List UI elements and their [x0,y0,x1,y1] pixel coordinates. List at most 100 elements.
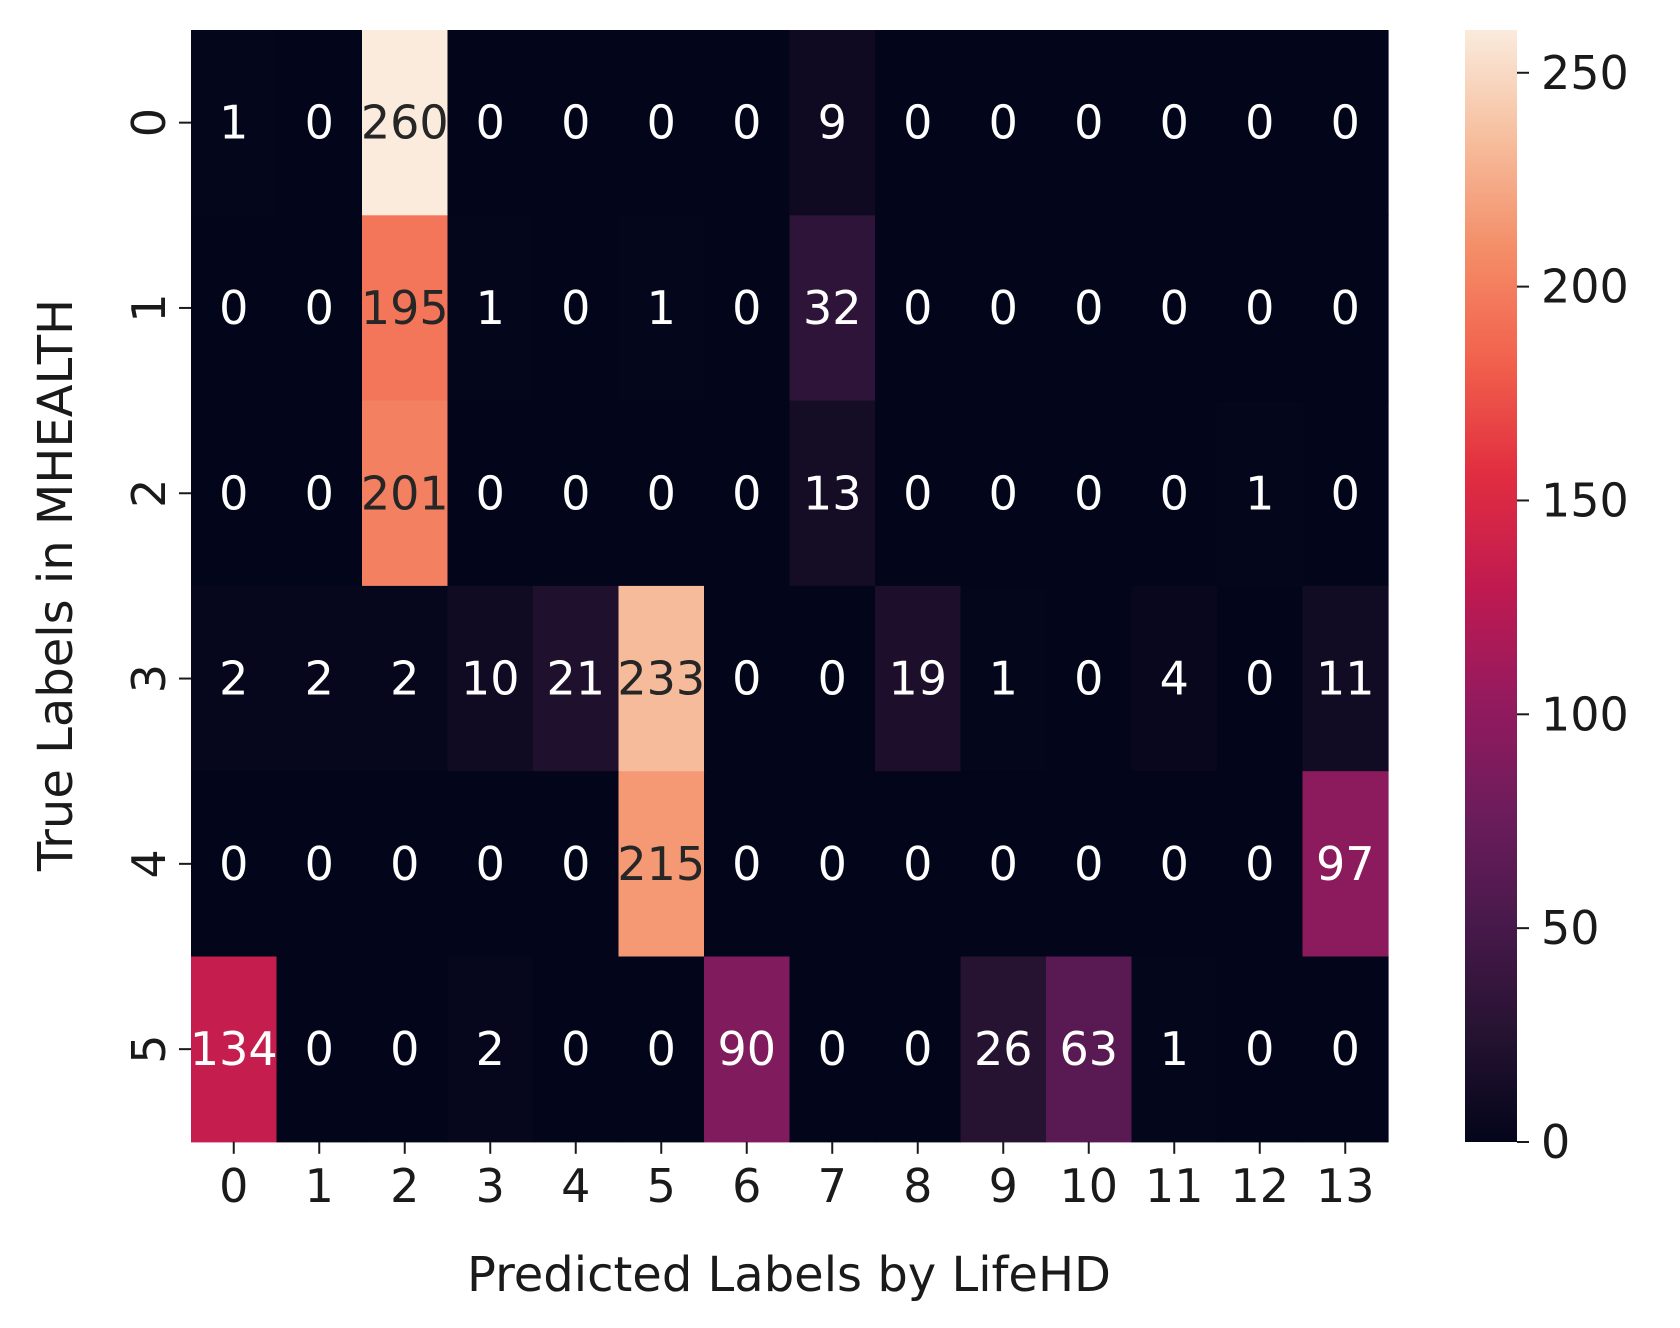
cell-value-r3-c11: 4 [1160,652,1189,706]
heatmap-cell-r4-c12 [1217,771,1304,958]
heatmap-cell-r2-c1 [276,400,363,587]
cell-value-r4-c3: 0 [476,837,505,891]
x-tick-label-7: 7 [818,1159,847,1213]
heatmap-cell-r4-c13 [1302,771,1389,958]
heatmap-cell-r4-c7 [789,771,876,958]
heatmap-cell-r4-c2 [362,771,449,958]
heatmap-cell-labels: 1 0 260 0 0 0 0 9 0 0 0 0 0 00 0 195 1 0 1 0 32 0 0 0 0 0 00 0 201 0 0… [190,96,1375,1077]
heatmap-cell-r3-c4 [533,585,620,772]
x-tick-label-4: 4 [561,1159,590,1213]
heatmap-cell-r4-c10 [1046,771,1133,958]
y-axis-label: True Labels in MHEALTH [28,299,84,872]
cell-value-r3-c0: 2 [219,652,248,706]
cell-value-r0-c11: 0 [1160,96,1189,150]
cell-value-r0-c8: 0 [903,96,932,150]
heatmap-cell-r2-c11 [1131,400,1218,587]
heatmap-cell-r1-c3 [447,215,534,402]
y-tick-label-3: 3 [122,664,176,693]
x-axis-label: Predicted Labels by LifeHD [467,1247,1111,1303]
cell-value-r1-c6: 0 [732,281,761,335]
heatmap-cell-r4-c3 [447,771,534,958]
x-tick-label-6: 6 [732,1159,761,1213]
cell-value-r2-c2: 201 [361,466,449,520]
heatmap-cell-r4-c1 [276,771,363,958]
cell-value-r1-c9: 0 [989,281,1018,335]
heatmap-cell-r1-c2 [362,215,449,402]
heatmap-cell-r5-c3 [447,956,534,1143]
heatmap-cell-r4-c8 [875,771,962,958]
x-tick-label-5: 5 [647,1159,676,1213]
x-tick-label-12: 12 [1230,1159,1289,1213]
heatmap-cell-r0-c5 [618,30,705,216]
cell-value-r2-c13: 0 [1331,466,1360,520]
colorbar-tick-label-250: 250 [1541,46,1629,100]
heatmap-cell-r0-c13 [1302,30,1389,216]
cell-value-r4-c4: 0 [561,837,590,891]
heatmap-cell-r0-c9 [960,30,1047,216]
cell-value-r3-c3: 10 [461,652,520,706]
heatmap-cell-r5-c1 [276,956,363,1143]
heatmap-cell-r2-c4 [533,400,620,587]
cell-value-r1-c12: 0 [1245,281,1274,335]
cell-value-r3-c13: 11 [1316,652,1375,706]
cell-value-r3-c4: 21 [546,652,605,706]
heatmap-cell-r5-c12 [1217,956,1304,1143]
heatmap-cell-r3-c13 [1302,585,1389,772]
cell-value-r2-c12: 1 [1245,466,1274,520]
y-tick-label-5: 5 [122,1035,176,1064]
heatmap-cell-r2-c6 [704,400,791,587]
y-tick-label-4: 4 [122,849,176,878]
heatmap-cell-r3-c9 [960,585,1047,772]
heatmap-cell-r5-c10 [1046,956,1133,1143]
cell-value-r1-c1: 0 [305,281,334,335]
cell-value-r3-c2: 2 [390,652,419,706]
heatmap-cell-r1-c6 [704,215,791,402]
cell-value-r5-c2: 0 [390,1022,419,1076]
cell-value-r5-c8: 0 [903,1022,932,1076]
cell-value-r1-c13: 0 [1331,281,1360,335]
cell-value-r1-c8: 0 [903,281,932,335]
heatmap-cell-r5-c0 [191,956,278,1143]
cell-value-r5-c3: 2 [476,1022,505,1076]
heatmap-cell-r5-c4 [533,956,620,1143]
heatmap-cell-r3-c3 [447,585,534,772]
cell-value-r0-c10: 0 [1074,96,1103,150]
heatmap-cell-r1-c7 [789,215,876,402]
cell-value-r2-c6: 0 [732,466,761,520]
cell-value-r5-c10: 63 [1059,1022,1118,1076]
heatmap-cell-r0-c10 [1046,30,1133,216]
cell-value-r4-c5: 215 [617,837,705,891]
cell-value-r4-c10: 0 [1074,837,1103,891]
cell-value-r5-c7: 0 [818,1022,847,1076]
cell-value-r1-c0: 0 [219,281,248,335]
cell-value-r0-c7: 9 [818,96,847,150]
cell-value-r1-c10: 0 [1074,281,1103,335]
heatmap-cell-r3-c5 [618,585,705,772]
cell-value-r5-c1: 0 [305,1022,334,1076]
cell-value-r4-c1: 0 [305,837,334,891]
cell-value-r4-c2: 0 [390,837,419,891]
heatmap-cell-r3-c0 [191,585,278,772]
cell-value-r2-c3: 0 [476,466,505,520]
cell-value-r0-c6: 0 [732,96,761,150]
heatmap-cell-r1-c0 [191,215,278,402]
x-axis-ticks: 0 1 2 3 4 5 6 7 8 9 10 11 12 13 [219,1141,1375,1213]
heatmap-cell-r5-c7 [789,956,876,1143]
heatmap-cell-r2-c13 [1302,400,1389,587]
heatmap-cell-r1-c13 [1302,215,1389,402]
cell-value-r3-c6: 0 [732,652,761,706]
cell-value-r4-c7: 0 [818,837,847,891]
heatmap-cell-r4-c0 [191,771,278,958]
heatmap-cell-r0-c8 [875,30,962,216]
cell-value-r3-c7: 0 [818,652,847,706]
cell-value-r5-c5: 0 [647,1022,676,1076]
heatmap-cell-r0-c6 [704,30,791,216]
colorbar-tick-label-0: 0 [1541,1115,1570,1169]
cell-value-r0-c1: 0 [305,96,334,150]
cell-value-r3-c1: 2 [305,652,334,706]
colorbar-tick-label-100: 100 [1541,687,1629,741]
heatmap-cell-r3-c1 [276,585,363,772]
heatmap-cell-r2-c10 [1046,400,1133,587]
heatmap-cell-r4-c11 [1131,771,1218,958]
heatmap-cell-r2-c12 [1217,400,1304,587]
